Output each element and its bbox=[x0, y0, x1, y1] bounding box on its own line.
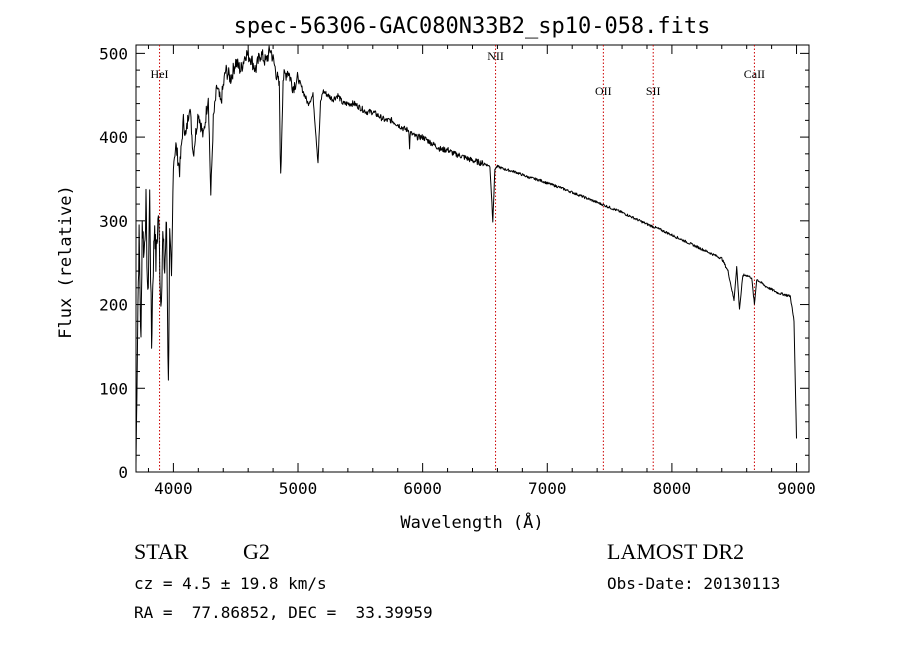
x-tick-label: 7000 bbox=[528, 479, 567, 498]
y-tick-label: 0 bbox=[118, 463, 128, 482]
y-tick-label: 500 bbox=[99, 44, 128, 63]
line-label-nii: NII bbox=[487, 49, 504, 63]
line-label-caii: CaII bbox=[744, 67, 765, 81]
y-tick-label: 100 bbox=[99, 379, 128, 398]
obs-date: Obs-Date: 20130113 bbox=[607, 574, 781, 593]
coordinates: RA = 77.86852, DEC = 33.39959 bbox=[134, 603, 433, 622]
line-label-oii: OII bbox=[595, 84, 612, 98]
plot-frame bbox=[135, 44, 810, 473]
object-class: STAR bbox=[134, 539, 189, 564]
spectrum-line bbox=[135, 45, 797, 464]
line-label-hei: HeI bbox=[151, 67, 169, 81]
y-tick-label: 300 bbox=[99, 212, 128, 231]
redshift-readout: cz = 4.5 ± 19.8 km/s bbox=[134, 574, 327, 593]
x-tick-label: 6000 bbox=[403, 479, 442, 498]
x-tick-label: 9000 bbox=[777, 479, 816, 498]
x-axis-label: Wavelength (Å) bbox=[400, 511, 543, 533]
survey-name: LAMOST DR2 bbox=[607, 539, 745, 564]
y-tick-label: 200 bbox=[99, 296, 128, 315]
y-tick-label: 400 bbox=[99, 128, 128, 147]
x-tick-label: 5000 bbox=[279, 479, 318, 498]
y-axis-label: Flux (relative) bbox=[56, 185, 76, 339]
x-tick-label: 8000 bbox=[653, 479, 692, 498]
line-label-sii: SII bbox=[646, 84, 661, 98]
chart-title: spec-56306-GAC080N33B2_sp10-058.fits bbox=[234, 14, 711, 39]
x-tick-label: 4000 bbox=[154, 479, 193, 498]
object-subclass: G2 bbox=[243, 539, 270, 564]
